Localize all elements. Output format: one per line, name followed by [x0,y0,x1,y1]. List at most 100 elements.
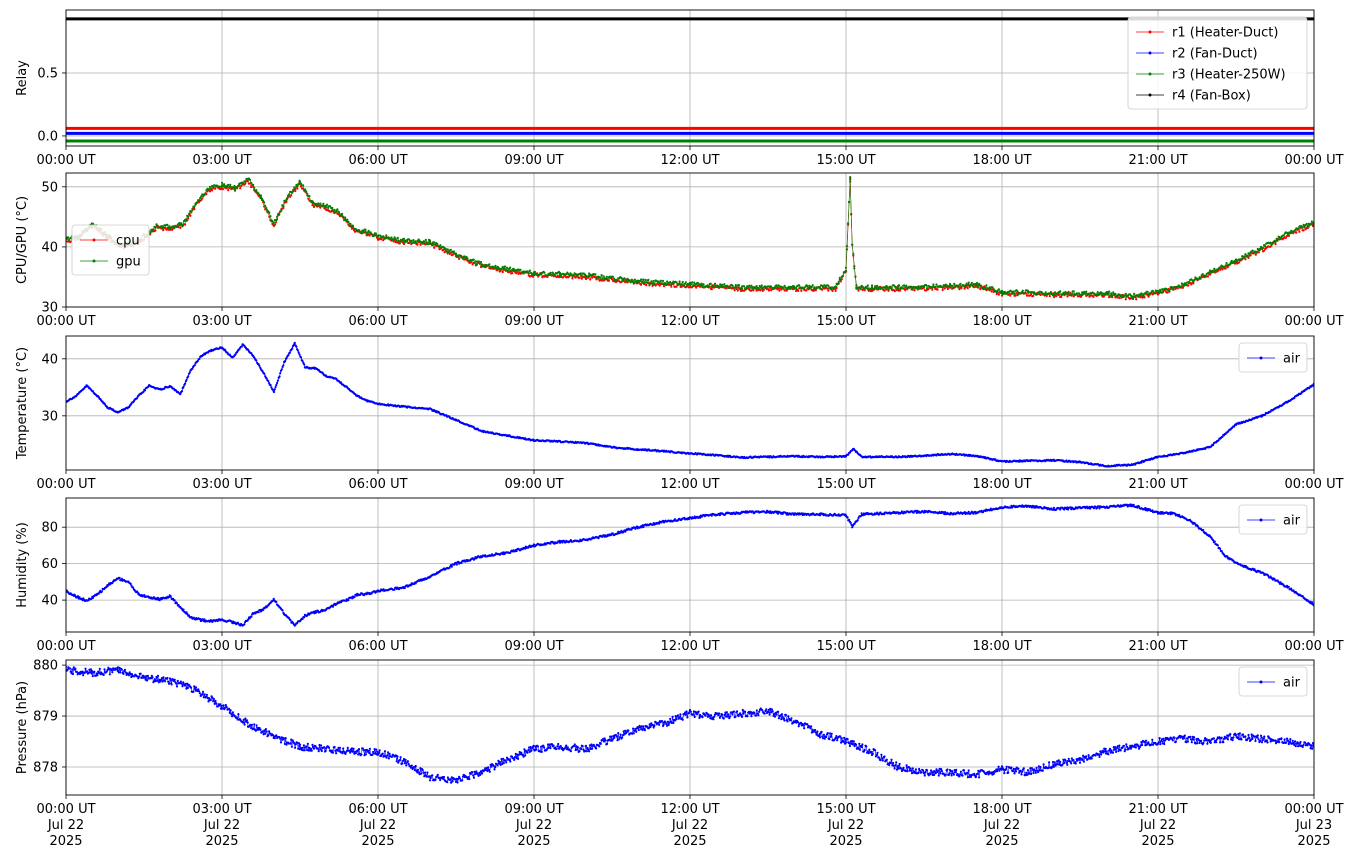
data-point [660,282,664,285]
data-point [91,596,95,600]
data-point [1120,294,1123,297]
data-point [398,242,401,245]
data-point [811,284,814,287]
data-point [886,286,889,289]
data-point [324,206,328,209]
legend-label: r4 (Fan-Box) [1172,89,1251,104]
data-point [967,281,970,284]
data-point [303,616,306,619]
data-point [718,285,721,288]
x-tick-label: 09:00 UT [504,314,563,329]
data-point [519,268,522,271]
x-tick-label: 12:00 UT [660,314,719,329]
data-point [379,234,382,237]
data-point [834,289,837,292]
data-point [643,281,646,284]
data-point [977,286,980,289]
data-point [190,210,193,213]
data-point [1084,292,1087,295]
data-point [851,243,854,246]
data-point [1274,243,1277,246]
data-point [854,275,857,278]
data-point [1289,232,1292,235]
data-point [393,588,396,591]
data-point [640,283,643,286]
data-point [1192,280,1195,283]
data-point [1301,226,1304,229]
data-point [559,275,563,278]
legend-swatch-marker [1148,93,1152,97]
data-point [1133,292,1136,295]
data-point [382,588,385,591]
data-point [807,286,810,289]
data-point [269,215,272,218]
data-point [232,187,235,190]
data-point [184,223,187,226]
data-point [237,184,240,187]
data-point [1105,290,1109,294]
data-point [201,197,204,200]
data-point [301,617,304,621]
data-point [814,288,817,291]
data-point [454,252,458,255]
data-point [368,234,371,237]
data-point [795,287,798,290]
data-point [1192,282,1195,285]
data-point [616,279,619,282]
data-point [296,187,299,190]
data-point [1147,295,1150,298]
data-point [725,287,728,290]
data-point [977,284,980,288]
data-point [1180,282,1183,285]
data-point [494,264,497,267]
chart-panel-4: 00:00 UT 03:00 UT 06:00 UT 09:00 UT 12:00 UT… [15,497,1344,654]
data-point [424,238,427,241]
data-point [272,224,276,227]
data-point [565,273,568,276]
x-tick-label: 00:00 UT [1284,153,1343,168]
data-point [1261,247,1265,250]
data-point [223,183,226,186]
y-axis-label: Temperature (°C) [15,347,30,460]
data-point [1157,291,1161,294]
data-point [143,594,146,597]
data-point [450,565,453,568]
data-point [479,260,483,264]
data-point [350,227,354,230]
data-point [475,263,478,266]
data-point [800,289,803,292]
data-point [1049,291,1052,294]
data-point [681,280,684,284]
data-point [1023,292,1026,295]
data-point [874,285,877,288]
data-point [1219,266,1222,269]
data-point [726,284,729,287]
data-point [243,623,246,626]
data-point [460,561,463,565]
data-point [827,284,830,287]
data-point [661,279,665,282]
data-point [1009,294,1012,297]
x-tick-label: 06:00 UT [348,477,407,492]
y-tick-label: 30 [41,409,58,424]
data-point [979,288,982,291]
data-point [693,281,696,284]
data-point [195,201,199,204]
data-point [918,287,921,290]
data-point [1190,283,1193,286]
data-point [415,241,418,244]
legend-label: air [1283,352,1301,367]
data-point [447,250,450,253]
data-point [834,285,837,288]
data-point [269,384,272,387]
data-point [1279,237,1282,241]
data-point [242,182,245,185]
data-point [129,582,132,586]
data-point [687,286,691,289]
data-point [899,289,902,292]
data-point [1072,290,1075,293]
data-point [143,389,147,392]
data-point [1217,439,1220,442]
data-point [848,201,851,204]
data-point [532,274,536,277]
